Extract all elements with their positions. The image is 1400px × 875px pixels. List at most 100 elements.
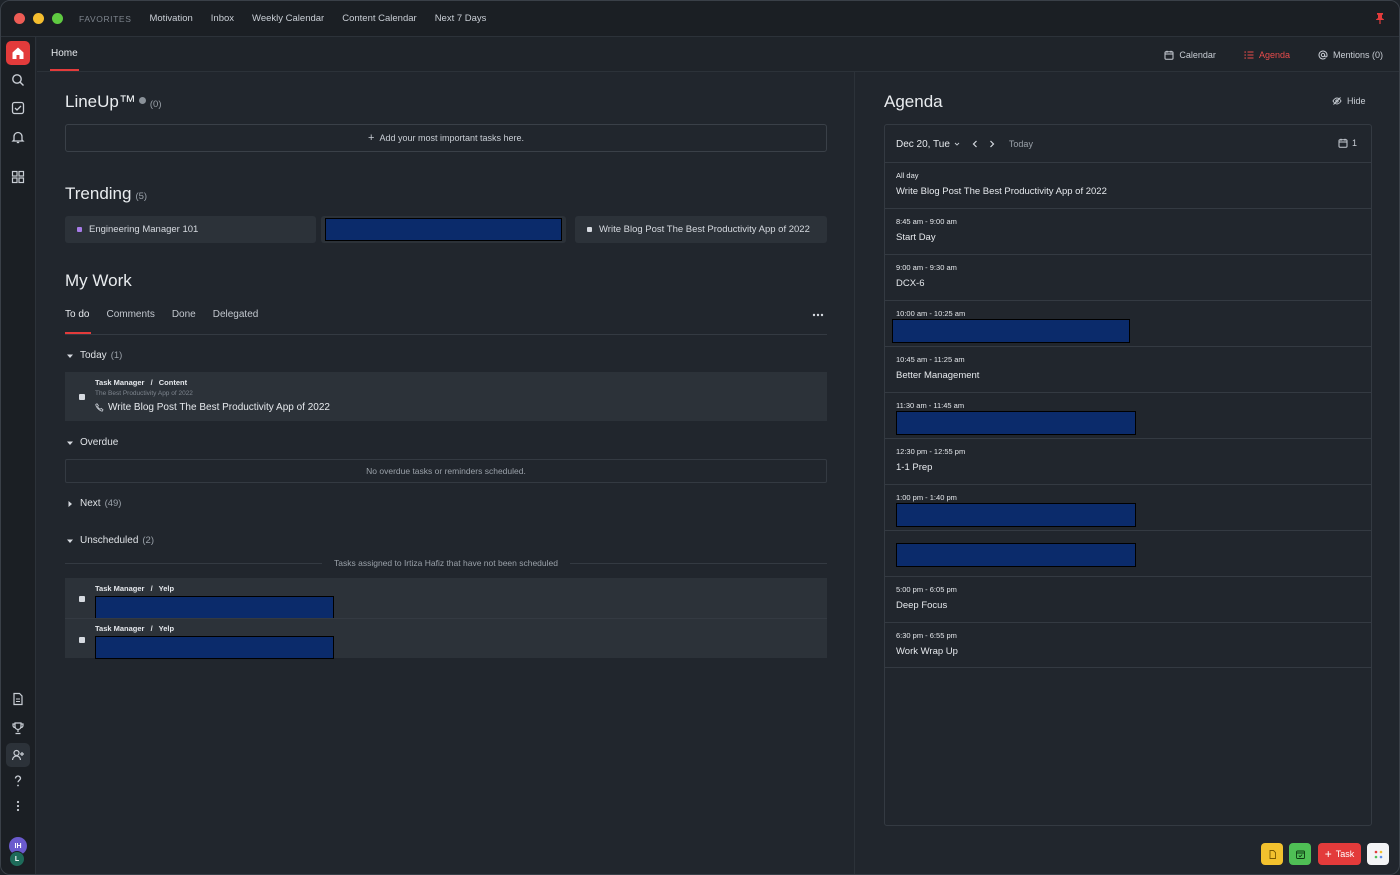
apps-button[interactable] (1367, 843, 1389, 865)
today-button[interactable]: Today (1008, 139, 1033, 149)
crumb-space[interactable]: Task Manager (95, 584, 145, 593)
more-horizontal-icon[interactable] (812, 310, 824, 320)
agenda-event[interactable]: 9:00 am - 9:30 am DCX-6 (885, 254, 1371, 300)
redacted-block (95, 596, 334, 619)
notifications-button[interactable] (6, 125, 30, 149)
chevron-left-icon[interactable] (970, 139, 980, 149)
new-reminder-button[interactable] (1289, 843, 1311, 865)
group-unscheduled-toggle[interactable]: Unscheduled (2) (67, 535, 154, 546)
left-rail: IH L (1, 37, 36, 874)
active-tab-indicator (50, 69, 79, 71)
event-time: 9:00 am - 9:30 am (896, 263, 957, 272)
agenda-event[interactable]: 6:30 pm - 6:55 pm Work Wrap Up (885, 622, 1371, 668)
new-task-button[interactable]: + Task (1318, 843, 1361, 865)
agenda-event[interactable]: 1:00 pm - 1:40 pm (885, 484, 1371, 530)
add-lineup-task-button[interactable]: + Add your most important tasks here. (65, 124, 827, 152)
crumb-space[interactable]: Task Manager (95, 378, 145, 387)
agenda-event[interactable]: 10:00 am - 10:25 am (885, 300, 1371, 346)
favorite-motivation[interactable]: Motivation (149, 13, 193, 24)
group-today-toggle[interactable]: Today (1) (67, 350, 122, 361)
calendar-check-icon (1295, 850, 1305, 859)
help-button[interactable] (6, 769, 30, 793)
agenda-event[interactable]: 5:00 pm - 6:05 pm Deep Focus (885, 576, 1371, 622)
crumb-list[interactable]: Yelp (158, 624, 175, 633)
dashboards-button[interactable] (6, 165, 30, 189)
crumb-space[interactable]: Task Manager (95, 624, 145, 633)
new-task-label: Task (1335, 849, 1355, 859)
tab-delegated[interactable]: Delegated (212, 309, 259, 320)
agenda-panel: Dec 20, Tue Today 1 All day Write Blog P… (884, 124, 1372, 826)
chevron-down-icon (67, 354, 73, 358)
mentions-button[interactable]: Mentions (0) (1318, 50, 1383, 60)
favorite-content-calendar[interactable]: Content Calendar (342, 13, 417, 24)
trending-item[interactable] (321, 216, 566, 243)
task-checkbox[interactable] (79, 596, 85, 602)
task-row[interactable]: Task Manager / Yelp (65, 618, 827, 659)
agenda-event[interactable]: 12:30 pm - 12:55 pm 1-1 Prep (885, 438, 1371, 484)
top-tab-bar: Home Calendar Agenda Mentions (0) (37, 37, 1399, 72)
hide-agenda-button[interactable]: Hide (1332, 96, 1366, 106)
redacted-block (325, 218, 562, 241)
new-doc-button[interactable] (1261, 843, 1283, 865)
task-checkbox[interactable] (79, 394, 85, 400)
tabs-divider (65, 334, 827, 335)
hide-label: Hide (1347, 96, 1366, 106)
group-overdue-toggle[interactable]: Overdue (67, 437, 118, 448)
goals-button[interactable] (6, 716, 30, 740)
workspace-avatar[interactable]: L (9, 851, 25, 867)
favorite-weekly-calendar[interactable]: Weekly Calendar (252, 13, 325, 24)
agenda-view-button[interactable]: Agenda (1244, 50, 1290, 60)
task-title[interactable]: Write Blog Post The Best Productivity Ap… (95, 402, 330, 413)
info-icon[interactable] (138, 97, 146, 105)
favorite-next-7-days[interactable]: Next 7 Days (434, 13, 487, 24)
lineup-title: LineUp™ (65, 92, 136, 111)
minimize-window-button[interactable] (33, 13, 44, 24)
date-picker[interactable]: Dec 20, Tue (896, 139, 960, 150)
agenda-event[interactable]: 8:45 am - 9:00 am Start Day (885, 208, 1371, 254)
crumb-list[interactable]: Yelp (158, 584, 175, 593)
home-main: LineUp™ (0) + Add your most important tas… (37, 72, 855, 874)
agenda-event[interactable]: 10:45 am - 11:25 am Better Management (885, 346, 1371, 392)
task-breadcrumb[interactable]: Task Manager / Content (95, 378, 187, 387)
redacted-block (892, 319, 1130, 343)
agenda-event[interactable]: 11:30 am - 11:45 am (885, 392, 1371, 438)
search-button[interactable] (6, 68, 30, 92)
crumb-list[interactable]: Content (158, 378, 188, 387)
day-range-button[interactable]: 1 (1338, 138, 1357, 148)
divider-line (65, 562, 323, 564)
my-work-tabs: To do Comments Done Delegated (65, 309, 258, 320)
docs-button[interactable] (6, 687, 30, 711)
apps-grid-icon (1374, 850, 1382, 858)
task-row[interactable]: Task Manager / Yelp (65, 578, 827, 619)
trending-item[interactable]: Engineering Manager 101 (65, 216, 316, 243)
chevron-right-icon[interactable] (987, 139, 997, 149)
tasks-button[interactable] (6, 96, 30, 120)
invite-button[interactable] (6, 743, 30, 767)
avatar[interactable]: IH (9, 837, 27, 855)
tab-to-do[interactable]: To do (65, 309, 90, 320)
close-window-button[interactable] (14, 13, 25, 24)
task-checkbox[interactable] (79, 637, 85, 643)
task-row[interactable]: Task Manager / Content The Best Producti… (65, 372, 827, 421)
home-button[interactable] (6, 41, 30, 65)
tab-home[interactable]: Home (51, 48, 78, 59)
trending-item[interactable]: Write Blog Post The Best Productivity Ap… (575, 216, 827, 243)
divider-line (569, 562, 827, 564)
favorite-inbox[interactable]: Inbox (210, 13, 235, 24)
zoom-window-button[interactable] (52, 13, 63, 24)
pin-icon[interactable] (1375, 12, 1385, 24)
task-parent[interactable]: The Best Productivity App of 2022 (95, 390, 193, 397)
task-breadcrumb[interactable]: Task Manager / Yelp (95, 584, 174, 593)
chevron-right-icon (68, 500, 72, 507)
task-breadcrumb[interactable]: Task Manager / Yelp (95, 624, 174, 633)
group-next-toggle[interactable]: Next (49) (67, 498, 121, 509)
list-icon (1244, 50, 1254, 59)
add-lineup-task-label: Add your most important tasks here. (379, 133, 524, 143)
tab-comments[interactable]: Comments (106, 309, 155, 320)
more-button[interactable] (6, 794, 30, 818)
calendar-view-button[interactable]: Calendar (1164, 50, 1216, 60)
agenda-event[interactable]: All day Write Blog Post The Best Product… (885, 162, 1371, 208)
agenda-event[interactable] (885, 530, 1371, 576)
tab-done[interactable]: Done (171, 309, 196, 320)
crumb-separator: / (150, 624, 153, 633)
